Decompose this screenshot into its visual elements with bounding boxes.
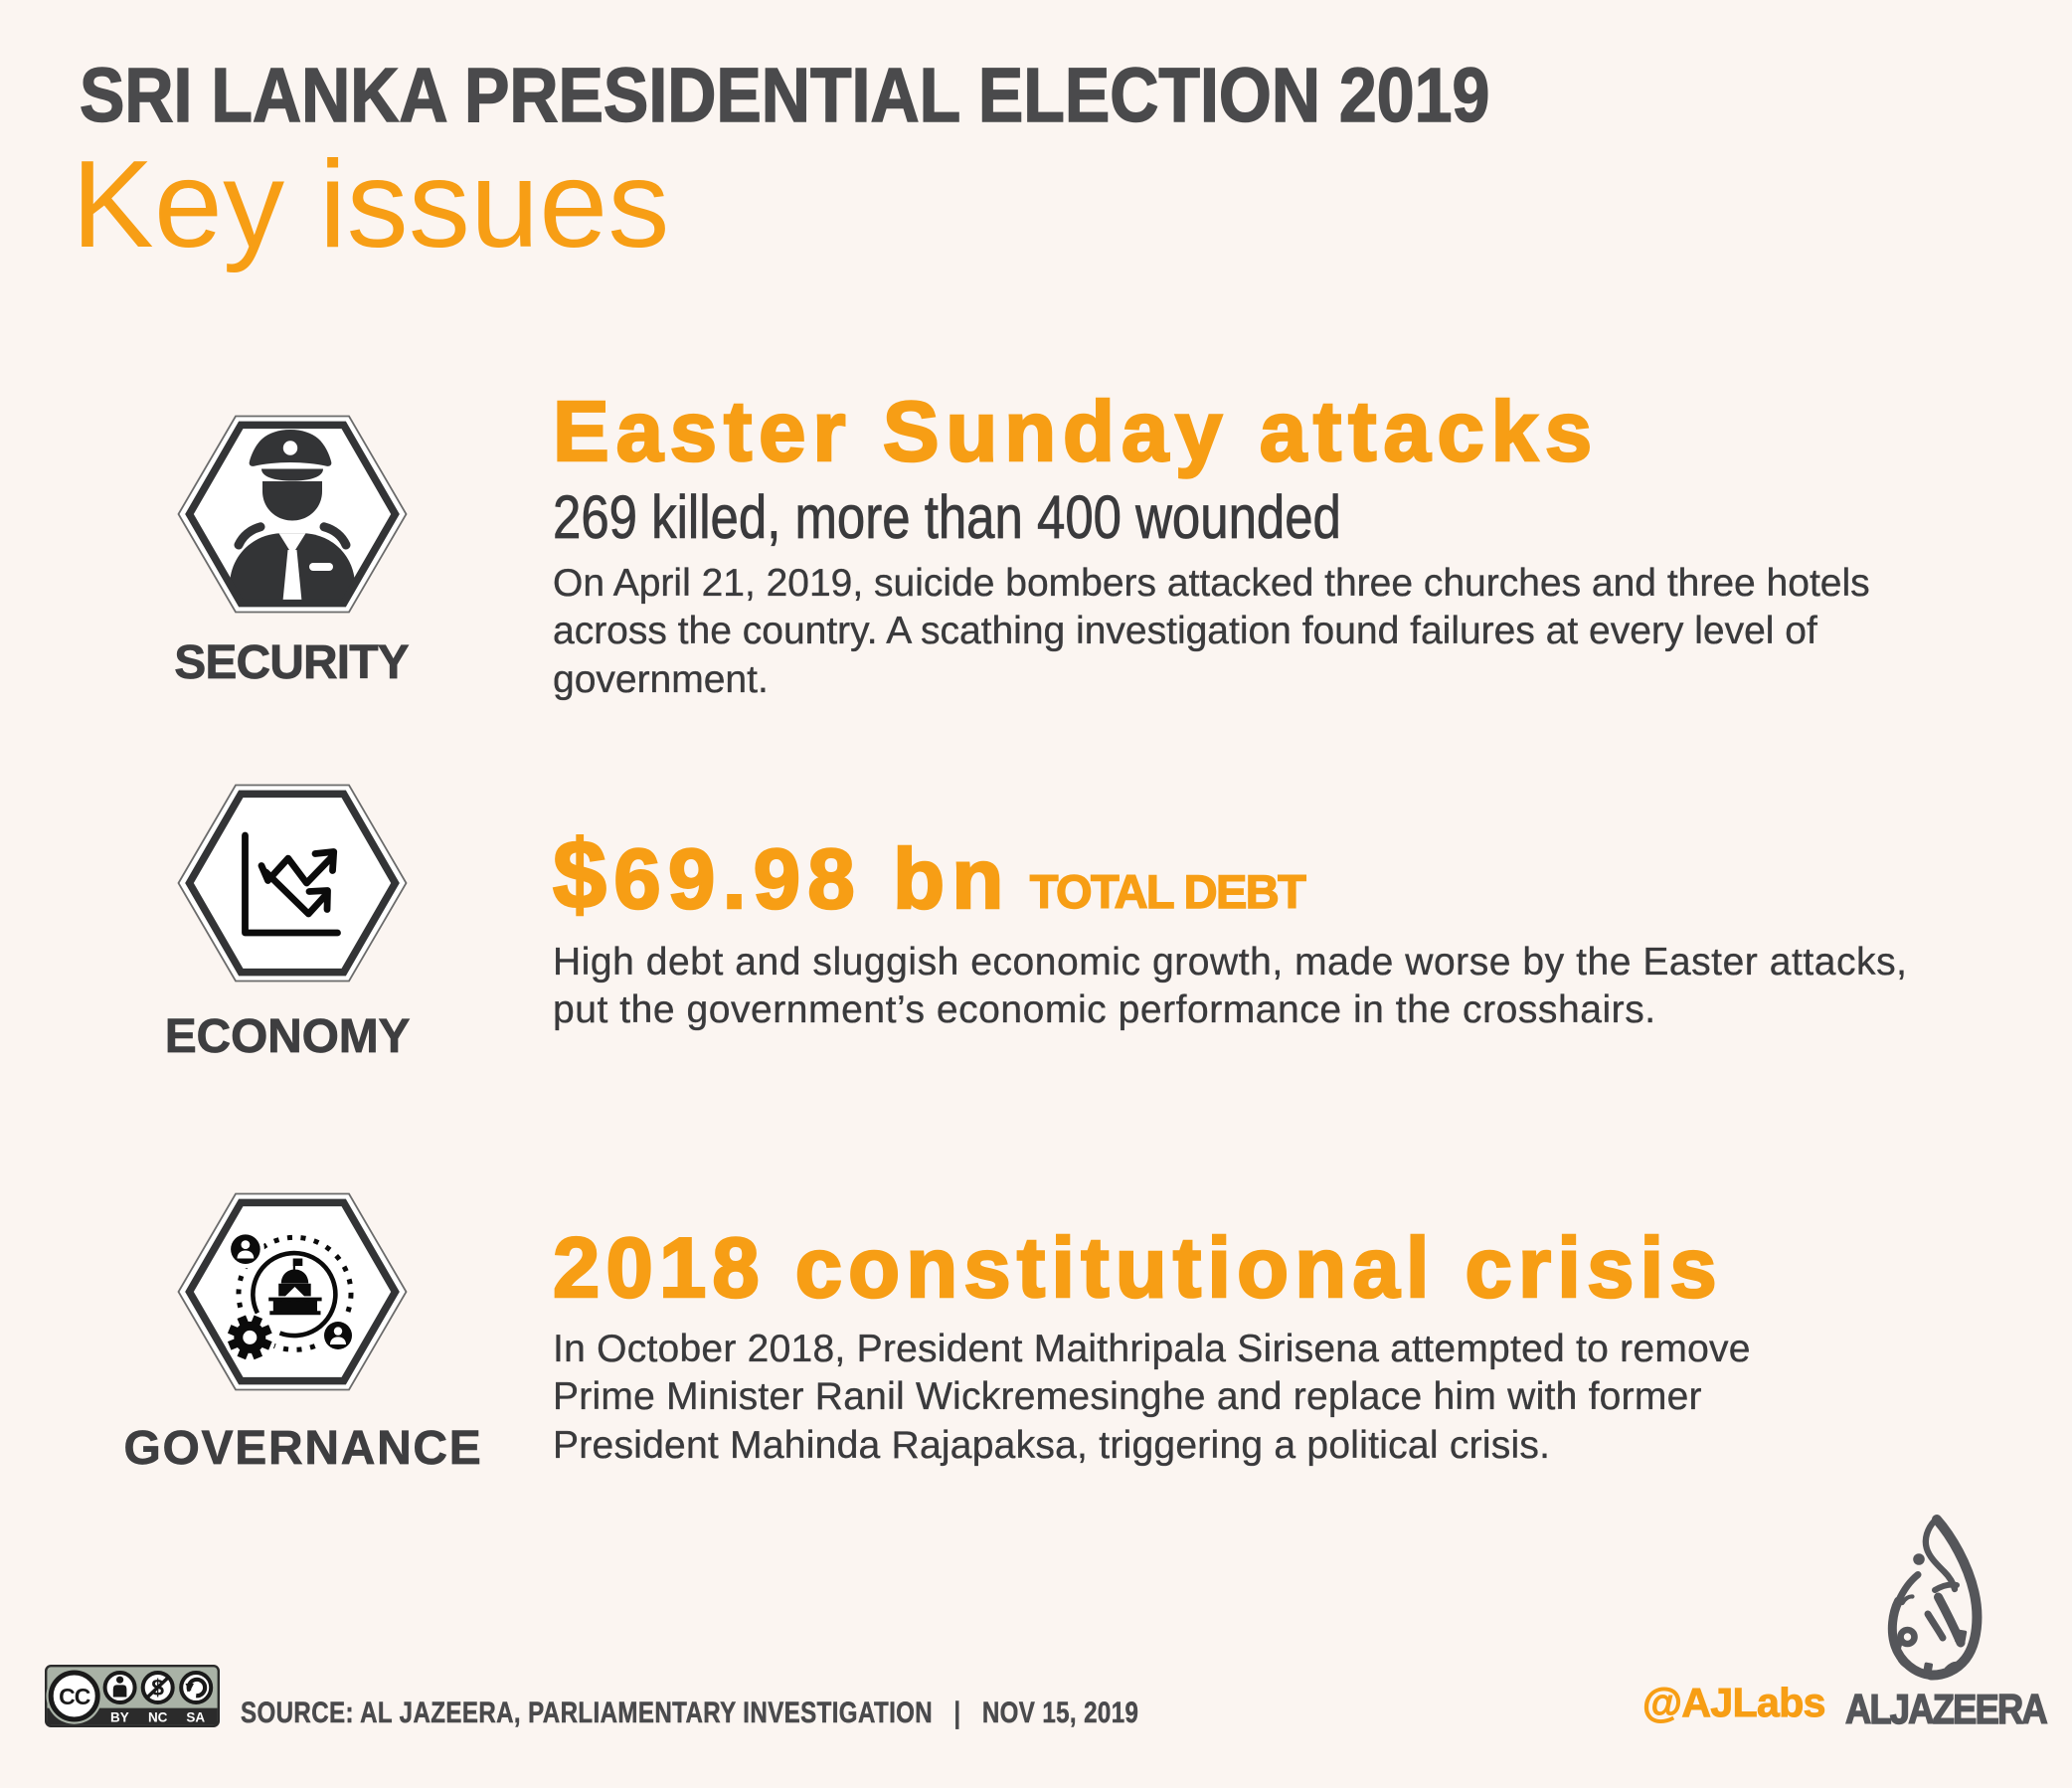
svg-text:NC: NC [148,1710,168,1725]
svg-text:SA: SA [186,1710,205,1725]
svg-text:BY: BY [110,1710,129,1725]
svg-text:CC: CC [59,1684,90,1709]
